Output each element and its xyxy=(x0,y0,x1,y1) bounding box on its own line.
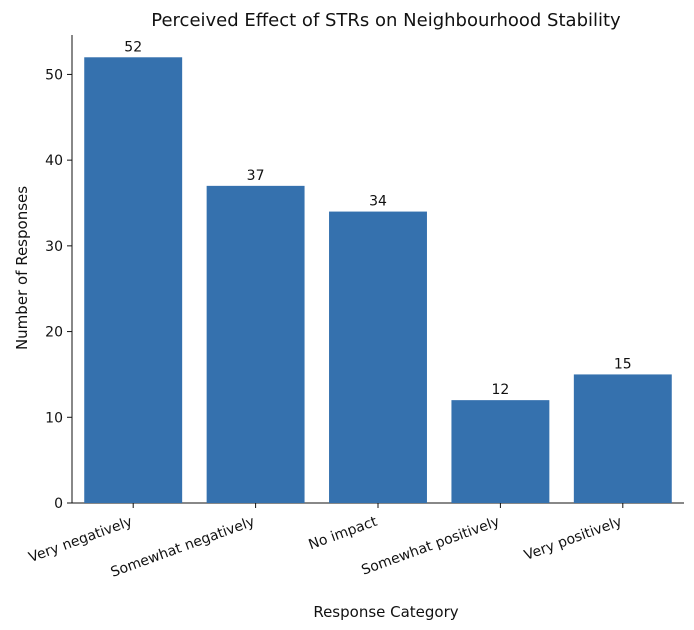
y-tick-label: 20 xyxy=(45,325,63,341)
y-axis-label: Number of Responses xyxy=(13,186,31,350)
data-label: 12 xyxy=(491,382,509,398)
bar xyxy=(451,400,550,503)
x-axis-label: Response Category xyxy=(313,603,458,621)
bar xyxy=(329,211,427,504)
bar xyxy=(84,57,183,504)
bar xyxy=(573,374,672,503)
data-label: 52 xyxy=(124,39,142,55)
data-labels: 52 37 34 12 15 xyxy=(124,39,631,398)
chart-title: Perceived Effect of STRs on Neighbourhoo… xyxy=(151,10,621,31)
data-label: 15 xyxy=(614,356,632,372)
bar xyxy=(206,185,305,503)
y-tick-label: 0 xyxy=(54,496,63,512)
data-label: 37 xyxy=(247,168,265,184)
x-tick-label: Very positively xyxy=(522,514,624,564)
x-tick-label: No impact xyxy=(307,514,380,554)
x-tick-label: Very negatively xyxy=(27,514,135,566)
x-tick-label: Somewhat positively xyxy=(359,514,501,579)
y-tick-label: 10 xyxy=(45,410,63,426)
bars xyxy=(84,57,672,504)
y-axis-ticks: 0 10 20 30 40 50 xyxy=(45,67,72,512)
y-tick-label: 40 xyxy=(45,153,63,169)
data-label: 34 xyxy=(369,194,387,210)
y-tick-label: 50 xyxy=(45,67,63,83)
y-tick-label: 30 xyxy=(45,239,63,255)
